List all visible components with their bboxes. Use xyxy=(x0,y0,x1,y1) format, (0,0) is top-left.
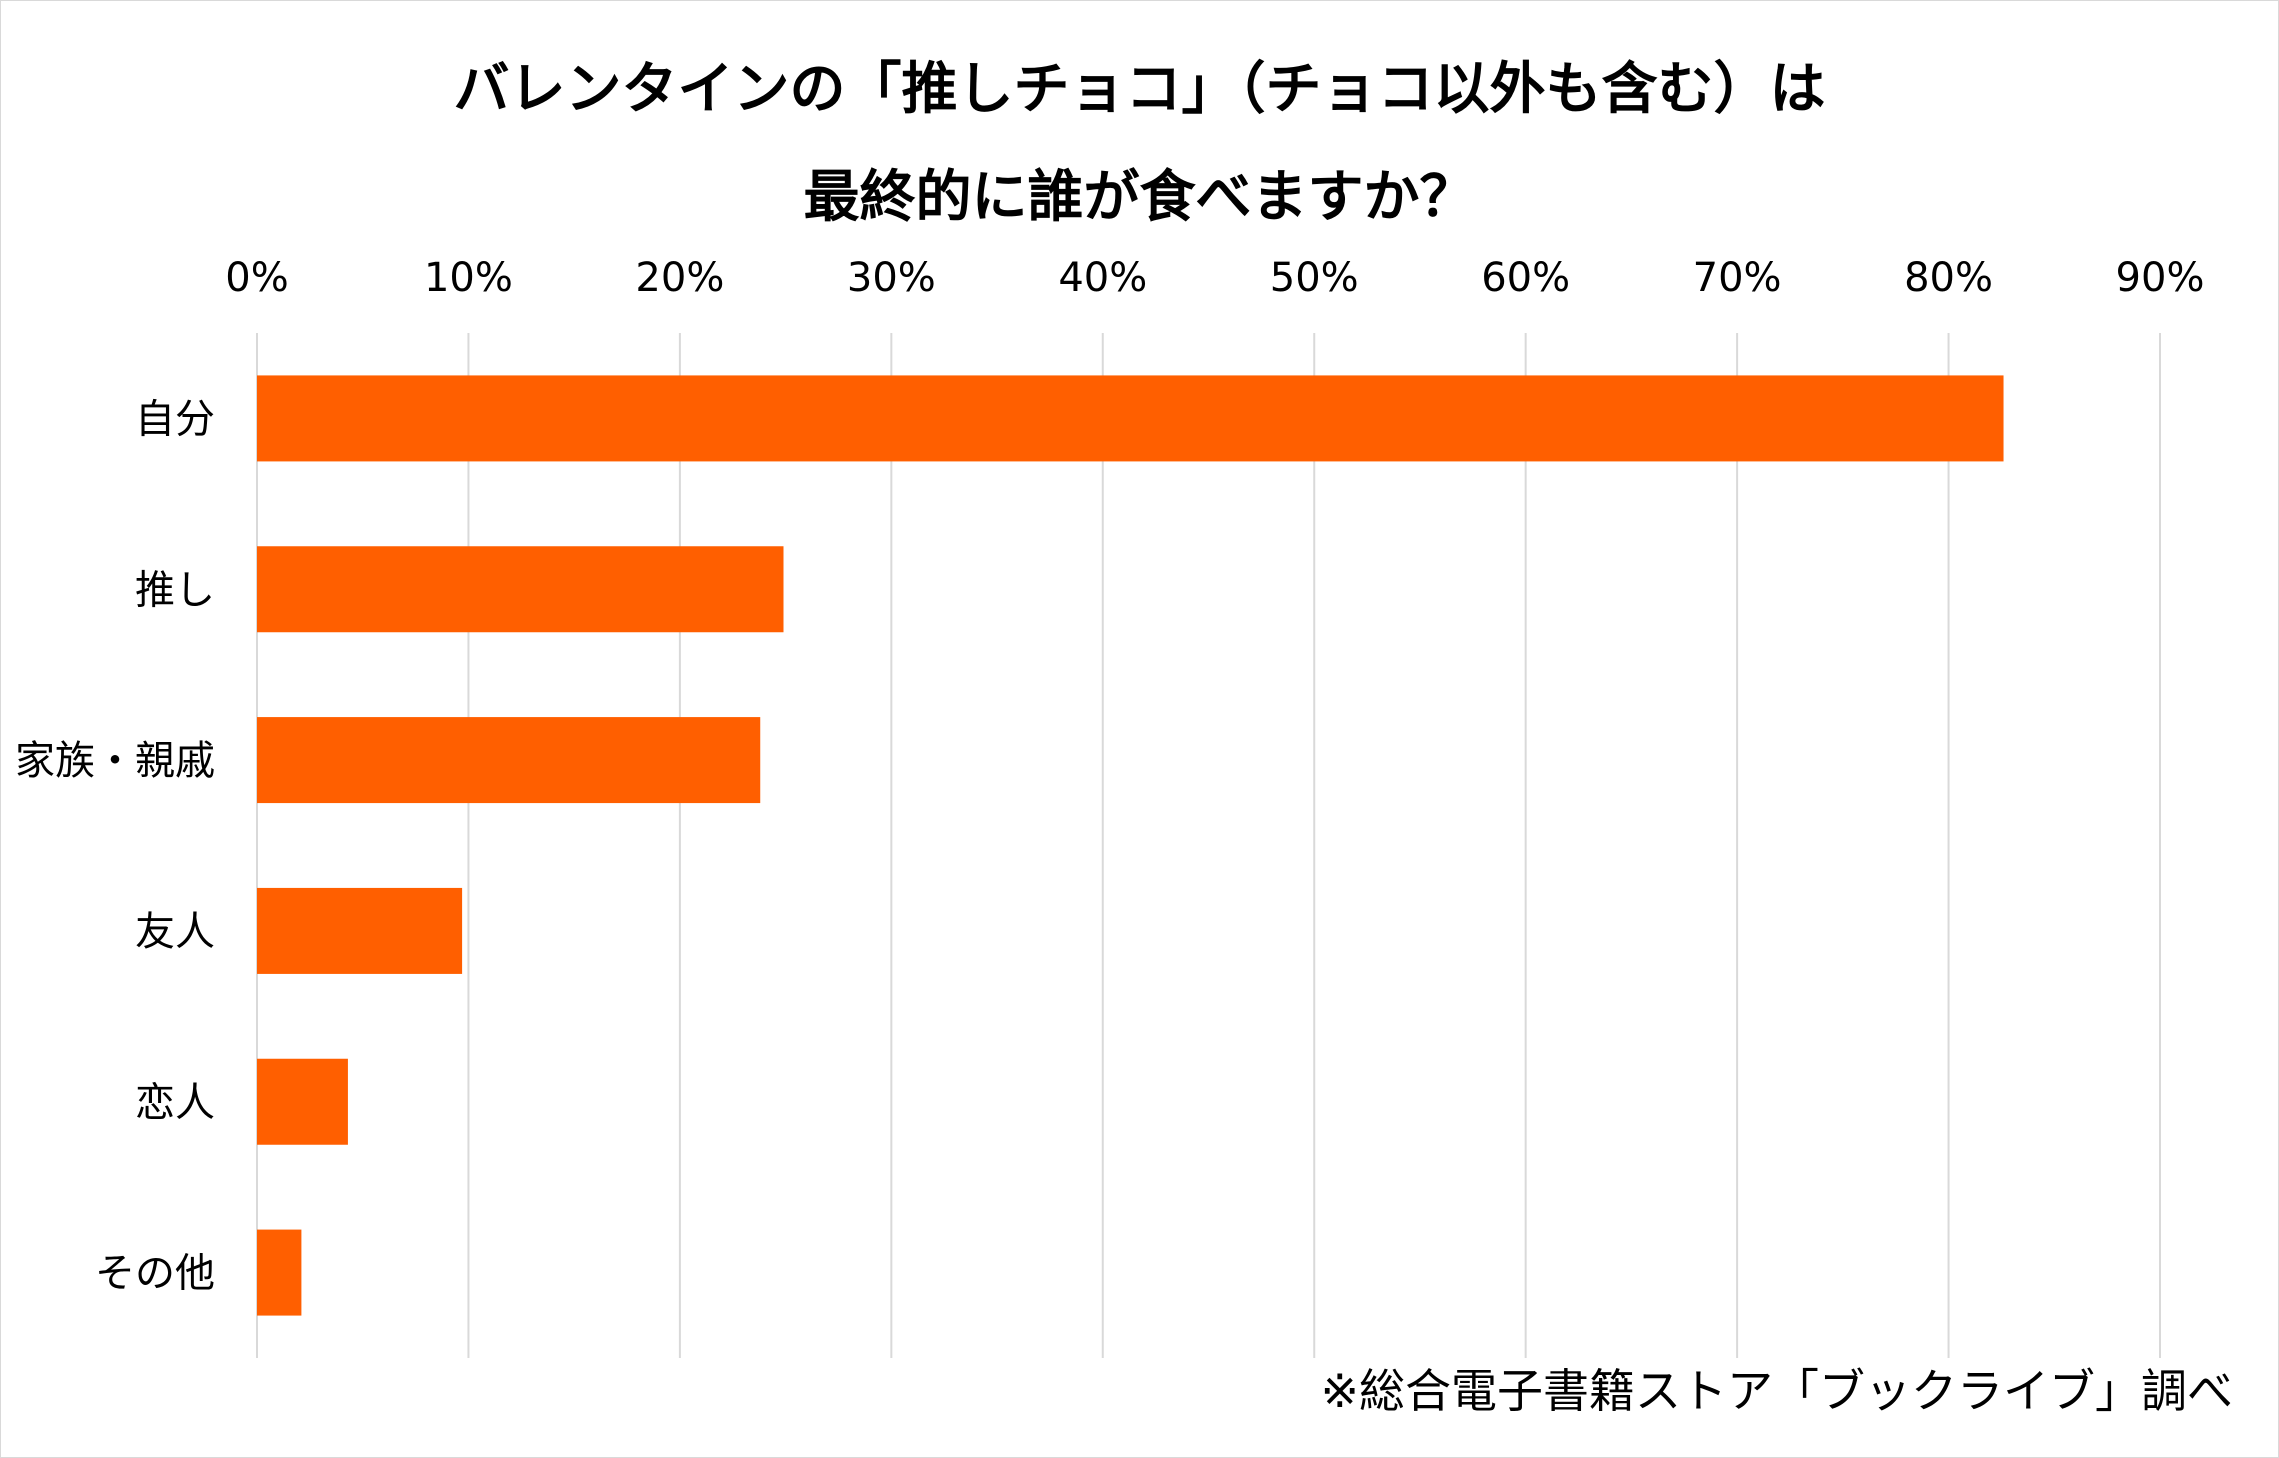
category-label: 推し xyxy=(135,567,215,613)
category-label: その他 xyxy=(95,1251,215,1297)
x-tick-label: 30% xyxy=(847,255,936,301)
x-tick-label: 10% xyxy=(424,255,513,301)
bar xyxy=(257,887,463,974)
x-tick-label: 40% xyxy=(1058,255,1147,301)
x-tick-label: 70% xyxy=(1693,255,1782,301)
category-label: 恋人 xyxy=(135,1080,215,1126)
bar xyxy=(257,1058,348,1145)
chart-title-line-2: 最終的に誰が食べますか？ xyxy=(803,165,1476,230)
bar xyxy=(257,717,761,804)
x-tick-label: 90% xyxy=(2116,255,2205,301)
category-label: 家族・親戚 xyxy=(15,738,215,784)
source-note: ※総合電子書籍ストア「ブックライブ」調べ xyxy=(1320,1364,2233,1418)
bar xyxy=(257,546,784,633)
bars xyxy=(257,375,2004,1316)
x-tick-label: 60% xyxy=(1481,255,1570,301)
x-tick-label: 50% xyxy=(1270,255,1359,301)
bar xyxy=(257,375,2004,462)
chart-title-line-1: バレンタインの「推しチョコ」（チョコ以外も含む）は xyxy=(453,57,1826,122)
category-label: 友人 xyxy=(135,909,215,955)
gridlines xyxy=(256,333,2161,1358)
category-label: 自分 xyxy=(135,396,215,442)
bar xyxy=(257,1229,302,1316)
x-tick-label: 0% xyxy=(225,255,288,301)
x-tick-label: 80% xyxy=(1904,255,1993,301)
x-axis-tick-labels: 0% 10% 20% 30% 40% 50% 60% 70% 80% 90% xyxy=(225,255,2204,301)
x-tick-label: 20% xyxy=(635,255,724,301)
